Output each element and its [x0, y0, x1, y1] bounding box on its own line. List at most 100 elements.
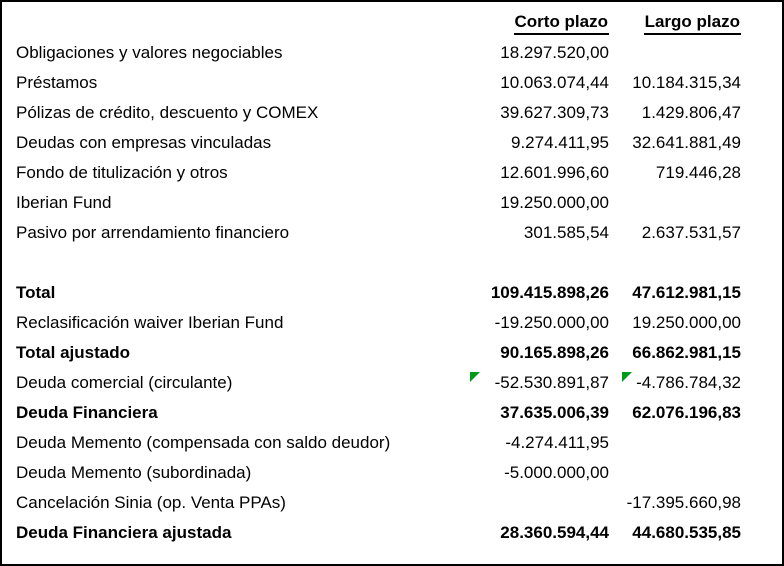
table-row: Fondo de titulización y otros 12.601.996…	[2, 158, 744, 188]
header-corto-plazo-cell[interactable]: Corto plazo	[460, 8, 612, 38]
row-label-cell[interactable]: Obligaciones y valores negociables	[2, 38, 460, 68]
largo-plazo-value: 2.637.531,57	[641, 223, 741, 242]
row-label: Obligaciones y valores negociables	[16, 43, 283, 62]
row-label: Pólizas de crédito, descuento y COMEX	[16, 103, 319, 122]
row-label: Cancelación Sinia (op. Venta PPAs)	[16, 493, 286, 512]
corto-plazo-cell[interactable]: 9.274.411,95	[460, 128, 612, 158]
corto-plazo-value: 12.601.996,60	[500, 163, 609, 182]
largo-plazo-value: -17.395.660,98	[626, 493, 741, 512]
table-row: Préstamos 10.063.074,44 10.184.315,34	[2, 68, 744, 98]
table-row	[2, 248, 744, 278]
row-label-cell[interactable]: Pasivo por arrendamiento financiero	[2, 218, 460, 248]
corto-plazo-cell[interactable]: 39.627.309,73	[460, 98, 612, 128]
row-label-cell[interactable]: Deuda Financiera ajustada	[2, 518, 460, 548]
corto-plazo-cell[interactable]: 19.250.000,00	[460, 188, 612, 218]
corto-plazo-cell[interactable]: 18.297.520,00	[460, 38, 612, 68]
row-label-cell[interactable]: Cancelación Sinia (op. Venta PPAs)	[2, 488, 460, 518]
row-label-cell[interactable]: Deudas con empresas vinculadas	[2, 128, 460, 158]
corto-plazo-cell[interactable]: -52.530.891,87	[460, 368, 612, 398]
row-label-cell[interactable]: Iberian Fund	[2, 188, 460, 218]
corto-plazo-value: 19.250.000,00	[500, 193, 609, 212]
largo-plazo-cell[interactable]: -4.786.784,32	[612, 368, 744, 398]
row-label: Pasivo por arrendamiento financiero	[16, 223, 290, 242]
corto-plazo-cell[interactable]: 109.415.898,26	[460, 278, 612, 308]
row-label: Deuda Memento (subordinada)	[16, 463, 252, 482]
largo-plazo-cell[interactable]: 19.250.000,00	[612, 308, 744, 338]
largo-plazo-cell[interactable]: 44.680.535,85	[612, 518, 744, 548]
row-label-cell[interactable]: Deuda Financiera	[2, 398, 460, 428]
corto-plazo-cell[interactable]: -19.250.000,00	[460, 308, 612, 338]
row-label-cell[interactable]: Deuda Memento (subordinada)	[2, 458, 460, 488]
largo-plazo-value: 47.612.981,15	[632, 283, 741, 302]
corto-plazo-cell[interactable]: 37.635.006,39	[460, 398, 612, 428]
largo-plazo-cell[interactable]	[612, 428, 744, 458]
corto-plazo-value: 28.360.594,44	[500, 523, 609, 542]
corto-plazo-value: -19.250.000,00	[494, 313, 609, 332]
row-label-cell[interactable]: Pólizas de crédito, descuento y COMEX	[2, 98, 460, 128]
corto-plazo-cell[interactable]: 90.165.898,26	[460, 338, 612, 368]
largo-plazo-value: 19.250.000,00	[632, 313, 741, 332]
table-row: Pólizas de crédito, descuento y COMEX 39…	[2, 98, 744, 128]
row-label-cell[interactable]: Reclasificación waiver Iberian Fund	[2, 308, 460, 338]
corto-plazo-value: 10.063.074,44	[500, 73, 609, 92]
corto-plazo-cell[interactable]: 12.601.996,60	[460, 158, 612, 188]
row-label-cell[interactable]: Total ajustado	[2, 338, 460, 368]
largo-plazo-cell[interactable]	[612, 188, 744, 218]
row-label-cell[interactable]: Deuda comercial (circulante)	[2, 368, 460, 398]
corto-plazo-cell[interactable]: -4.274.411,95	[460, 428, 612, 458]
largo-plazo-value: 62.076.196,83	[632, 403, 741, 422]
header-corto-plazo-label: Corto plazo	[513, 12, 609, 35]
largo-plazo-value: 10.184.315,34	[632, 73, 741, 92]
row-label: Deuda Financiera	[16, 403, 158, 422]
largo-plazo-value: 44.680.535,85	[632, 523, 741, 542]
largo-plazo-value: -4.786.784,32	[636, 373, 741, 392]
row-label-cell[interactable]	[2, 248, 460, 278]
table-row: Obligaciones y valores negociables 18.29…	[2, 38, 744, 68]
header-largo-plazo-label: Largo plazo	[643, 12, 741, 35]
largo-plazo-cell[interactable]: 1.429.806,47	[612, 98, 744, 128]
corto-plazo-cell[interactable]	[460, 248, 612, 278]
largo-plazo-cell[interactable]	[612, 38, 744, 68]
corto-plazo-value: 39.627.309,73	[500, 103, 609, 122]
row-label-cell[interactable]: Préstamos	[2, 68, 460, 98]
header-empty-cell[interactable]	[2, 8, 460, 38]
largo-plazo-cell[interactable]: 66.862.981,15	[612, 338, 744, 368]
corto-plazo-value: 301.585,54	[523, 223, 609, 242]
largo-plazo-cell[interactable]	[612, 248, 744, 278]
row-label-cell[interactable]: Fondo de titulización y otros	[2, 158, 460, 188]
row-label: Deuda comercial (circulante)	[16, 373, 233, 392]
corto-plazo-value: 90.165.898,26	[500, 343, 609, 362]
largo-plazo-cell[interactable]: 32.641.881,49	[612, 128, 744, 158]
formula-indicator-icon	[470, 372, 480, 382]
largo-plazo-cell[interactable]	[612, 458, 744, 488]
largo-plazo-cell[interactable]: -17.395.660,98	[612, 488, 744, 518]
largo-plazo-cell[interactable]: 2.637.531,57	[612, 218, 744, 248]
row-label-cell[interactable]: Total	[2, 278, 460, 308]
corto-plazo-cell[interactable]	[460, 488, 612, 518]
corto-plazo-value: 37.635.006,39	[500, 403, 609, 422]
corto-plazo-value: -5.000.000,00	[504, 463, 609, 482]
largo-plazo-value: 66.862.981,15	[632, 343, 741, 362]
row-label-cell[interactable]: Deuda Memento (compensada con saldo deud…	[2, 428, 460, 458]
corto-plazo-cell[interactable]: 28.360.594,44	[460, 518, 612, 548]
largo-plazo-cell[interactable]: 10.184.315,34	[612, 68, 744, 98]
largo-plazo-cell[interactable]: 719.446,28	[612, 158, 744, 188]
header-largo-plazo-cell[interactable]: Largo plazo	[612, 8, 744, 38]
row-label: Deuda Financiera ajustada	[16, 523, 232, 542]
header-row: Corto plazo Largo plazo	[2, 8, 744, 38]
corto-plazo-value: -52.530.891,87	[494, 373, 609, 392]
row-label: Fondo de titulización y otros	[16, 163, 228, 182]
corto-plazo-cell[interactable]: -5.000.000,00	[460, 458, 612, 488]
largo-plazo-value: 719.446,28	[655, 163, 741, 182]
corto-plazo-cell[interactable]: 301.585,54	[460, 218, 612, 248]
corto-plazo-value: 9.274.411,95	[511, 133, 609, 152]
largo-plazo-cell[interactable]: 62.076.196,83	[612, 398, 744, 428]
table-row: Cancelación Sinia (op. Venta PPAs) -17.3…	[2, 488, 744, 518]
corto-plazo-cell[interactable]: 10.063.074,44	[460, 68, 612, 98]
largo-plazo-cell[interactable]: 47.612.981,15	[612, 278, 744, 308]
row-label: Reclasificación waiver Iberian Fund	[16, 313, 284, 332]
row-label: Total ajustado	[16, 343, 130, 362]
table-row: Total ajustado 90.165.898,26 66.862.981,…	[2, 338, 744, 368]
financial-table: Corto plazo Largo plazo Obligaciones y v…	[2, 8, 744, 548]
